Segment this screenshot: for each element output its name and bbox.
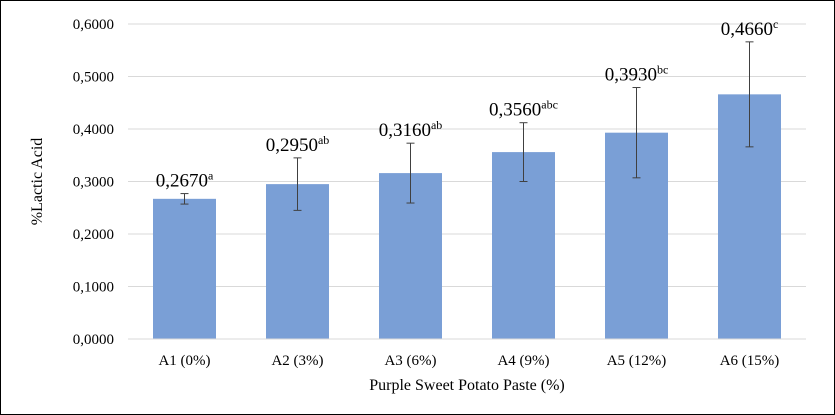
bar-1 — [153, 198, 216, 339]
x-tick-label: A1 (0%) — [158, 353, 210, 369]
data-labels: 0,2670a 0,2950ab 0,3160ab 0,3560abc 0,3930bc… — [156, 17, 779, 192]
data-label-4: 0,3560abc — [489, 98, 558, 121]
gridlines — [128, 23, 806, 287]
x-tick-label: A2 (3%) — [271, 353, 323, 369]
data-label-1: 0,2670a — [156, 169, 214, 192]
data-label-2: 0,2950ab — [266, 133, 330, 156]
x-axis-ticks: A1 (0%) A2 (3%) A3 (6%) A4 (9%) A5 (12%) A6 (… — [158, 353, 779, 369]
error-bar-2 — [293, 157, 302, 211]
y-axis-ticks: 0,0000 0,1000 0,2000 0,3000 0,4000 0,5000 0,60… — [73, 17, 114, 348]
y-axis-title: %Lactic Acid — [29, 138, 46, 226]
error-bar-6 — [745, 41, 754, 148]
data-label-6: 0,4660c — [721, 17, 779, 40]
y-tick-label: 0,0000 — [73, 332, 114, 348]
x-tick-label: A6 (15%) — [720, 353, 780, 369]
y-tick-label: 0,4000 — [73, 122, 114, 138]
y-tick-label: 0,3000 — [73, 175, 114, 191]
error-bar-5 — [632, 87, 641, 179]
y-tick-label: 0,1000 — [73, 280, 114, 296]
y-tick-label: 0,5000 — [73, 70, 114, 86]
data-label-3: 0,3160ab — [379, 118, 443, 141]
x-tick-label: A3 (6%) — [384, 353, 436, 369]
x-tick-label: A4 (9%) — [497, 353, 549, 369]
error-bar-4 — [519, 122, 528, 182]
x-axis-title: Purple Sweet Potato Paste (%) — [369, 377, 565, 394]
x-tick-label: A5 (12%) — [607, 353, 667, 369]
error-bars — [180, 41, 754, 211]
y-tick-label: 0,6000 — [73, 17, 114, 33]
error-bar-1 — [180, 193, 189, 205]
y-tick-label: 0,2000 — [73, 227, 114, 243]
bar-4 — [492, 152, 555, 339]
bars — [153, 94, 781, 339]
data-label-5: 0,3930bc — [605, 63, 669, 86]
error-bar-3 — [406, 142, 415, 204]
